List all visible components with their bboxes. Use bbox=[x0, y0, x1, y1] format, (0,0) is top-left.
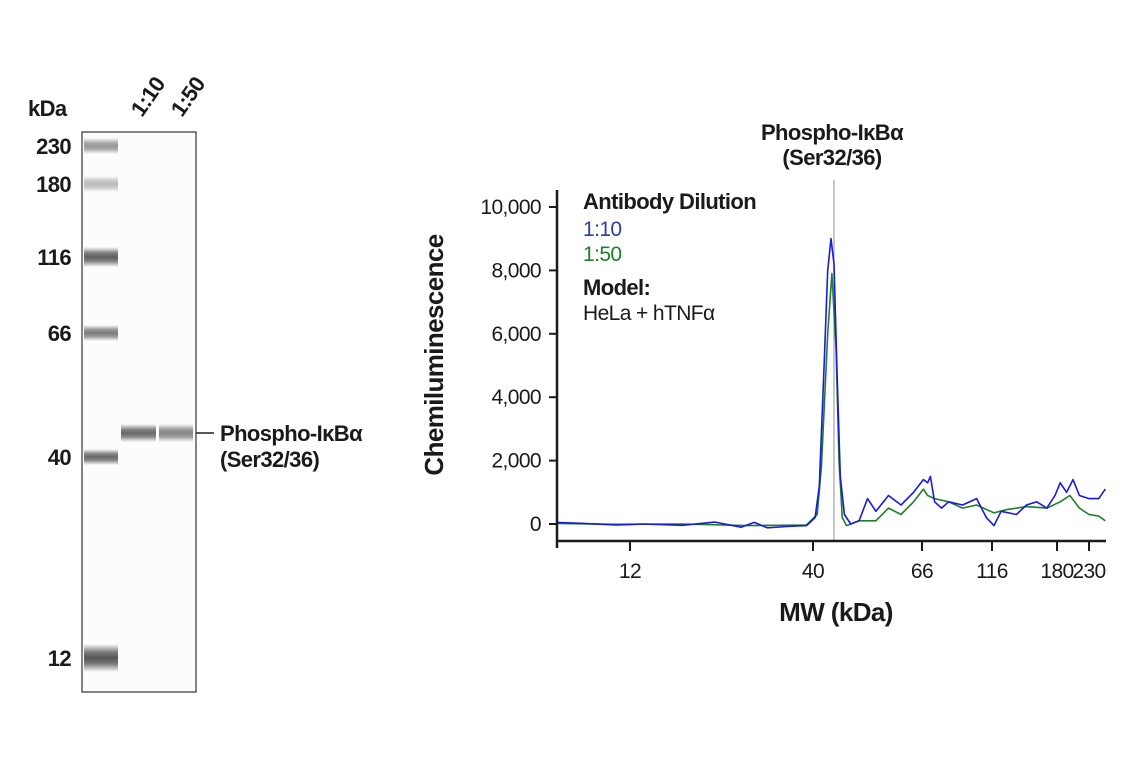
y-tick-label: 10,000 bbox=[480, 196, 541, 219]
legend-entry-1-10: 1:10 bbox=[583, 218, 621, 241]
y-tick-label: 0 bbox=[530, 513, 541, 536]
legend-title: Antibody Dilution bbox=[583, 189, 756, 214]
ladder-band-230 bbox=[84, 138, 118, 154]
gel-panel: kDa 1:10 1:50 230 180 116 66 40 12 Phospho-Iκ… bbox=[28, 72, 364, 693]
ladder-label-12: 12 bbox=[48, 646, 72, 671]
y-tick-label: 8,000 bbox=[491, 259, 541, 282]
ladder-band-116 bbox=[84, 247, 118, 267]
y-tick-label: 6,000 bbox=[491, 323, 541, 346]
x-tick-label: 116 bbox=[976, 560, 1008, 583]
series-line-1-10 bbox=[556, 237, 1106, 529]
ladder-label-230: 230 bbox=[36, 134, 71, 159]
y-axis-label: Chemiluminescence bbox=[419, 234, 449, 475]
x-tick-label: 180 bbox=[1040, 560, 1073, 583]
x-tick-label: 66 bbox=[911, 560, 933, 583]
ladder-band-180 bbox=[84, 176, 118, 192]
ladder-label-40: 40 bbox=[48, 445, 72, 470]
chart-title-line1: Phospho-IκBα bbox=[761, 120, 904, 145]
lane-label-2: 1:50 bbox=[166, 72, 211, 121]
sample-band-lane-1 bbox=[121, 424, 156, 442]
y-tick-label: 2,000 bbox=[491, 450, 541, 473]
x-tick-label: 12 bbox=[619, 560, 641, 583]
band-label-line2: (Ser32/36) bbox=[220, 447, 319, 472]
band-label-line1: Phospho-IκBα bbox=[220, 421, 363, 446]
ladder-label-116: 116 bbox=[37, 245, 71, 270]
kda-label: kDa bbox=[28, 96, 68, 121]
lane-label-1: 1:10 bbox=[126, 72, 171, 121]
ladder-label-180: 180 bbox=[36, 172, 71, 197]
x-tick-label: 40 bbox=[802, 560, 824, 583]
sample-band-lane-2 bbox=[159, 424, 193, 442]
ladder-band-12 bbox=[84, 644, 118, 672]
gel-frame bbox=[81, 131, 197, 693]
electropherogram-chart: Phospho-IκBα (Ser32/36) 0 2,000 4,000 6,000… bbox=[419, 120, 1106, 627]
y-tick-label: 4,000 bbox=[491, 386, 541, 409]
ladder-label-66: 66 bbox=[48, 321, 72, 346]
chart-title-line2: (Ser32/36) bbox=[782, 145, 881, 170]
model-title: Model: bbox=[583, 275, 650, 300]
legend-entry-1-50: 1:50 bbox=[583, 243, 621, 266]
x-tick-label: 230 bbox=[1072, 560, 1105, 583]
legend: Antibody Dilution 1:10 1:50 Model: HeLa … bbox=[583, 189, 757, 325]
x-axis-label: MW (kDa) bbox=[779, 597, 893, 627]
model-text: HeLa + hTNFα bbox=[583, 302, 715, 325]
ladder-band-40 bbox=[84, 449, 118, 465]
ladder-band-66 bbox=[84, 325, 118, 341]
